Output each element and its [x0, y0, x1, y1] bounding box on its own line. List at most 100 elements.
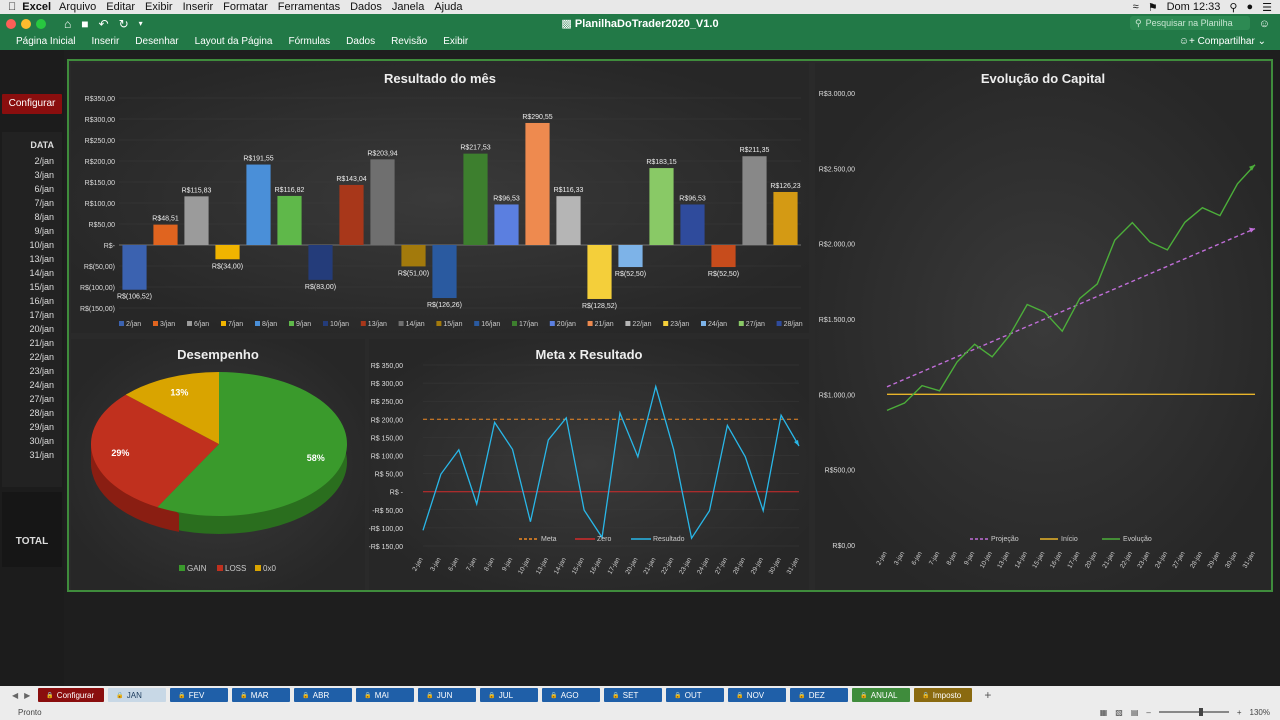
tab-desenhar[interactable]: Desenhar: [135, 36, 179, 47]
page-break-view-icon[interactable]: ▤: [1130, 707, 1139, 717]
zoom-level[interactable]: 130%: [1249, 707, 1270, 717]
share-button[interactable]: ☺+ Compartilhar ⌄: [1179, 36, 1266, 47]
customize-toolbar-icon[interactable]: ▾: [138, 19, 143, 28]
date-cell[interactable]: 24/jan: [29, 380, 54, 390]
evolution-chart[interactable]: Evolução do Capital R$3.000,00 R$2.500,00…: [815, 63, 1271, 590]
save-icon[interactable]: ■: [81, 16, 89, 31]
search-input[interactable]: ⚲ Pesquisar na Planilha: [1130, 16, 1250, 30]
zoom-thumb[interactable]: [1198, 708, 1203, 716]
scroll-left-icon[interactable]: ◀: [12, 690, 19, 700]
tab-dados[interactable]: Dados: [346, 36, 376, 47]
tab-exibir[interactable]: Exibir: [443, 36, 469, 47]
monthly-result-chart[interactable]: Resultado do mês R$350,00 R$300,00 R$250,0…: [71, 63, 809, 333]
date-cell[interactable]: 20/jan: [29, 324, 54, 334]
date-cell[interactable]: 16/jan: [29, 296, 54, 306]
menu-formatar[interactable]: Formatar: [214, 1, 268, 13]
siri-icon[interactable]: ●: [1246, 1, 1254, 13]
menu-editar[interactable]: Editar: [98, 1, 135, 13]
configurar-button[interactable]: Configurar: [2, 94, 62, 114]
menu-exibir[interactable]: Exibir: [136, 1, 173, 13]
sheet-tab-jun[interactable]: 🔒 JUN: [418, 688, 477, 702]
scroll-right-icon[interactable]: ▶: [24, 690, 31, 700]
sheet-tab-set[interactable]: 🔒 SET: [604, 688, 663, 702]
tab-inserir[interactable]: Inserir: [91, 36, 120, 47]
x-tick-label: 20-jan: [1084, 550, 1099, 569]
date-cell[interactable]: 29/jan: [29, 422, 54, 432]
legend-label: 7/jan: [228, 321, 243, 328]
date-cell[interactable]: 23/jan: [29, 366, 54, 376]
sheet-tab-configurar[interactable]: 🔒 Configurar: [38, 688, 105, 702]
bar: [680, 204, 705, 245]
tab-revisao[interactable]: Revisão: [391, 36, 428, 47]
legend-label: 24/jan: [708, 321, 727, 328]
sheet-tab-imposto[interactable]: 🔒 Imposto: [914, 688, 973, 702]
zoom-slider[interactable]: [1158, 708, 1229, 716]
notification-center-icon[interactable]: ☰: [1262, 1, 1272, 14]
sheet-tab-anual[interactable]: 🔒 ANUAL: [852, 688, 911, 702]
menu-ajuda[interactable]: Ajuda: [426, 1, 462, 13]
wifi-icon[interactable]: ≈: [1132, 1, 1139, 13]
sheet-tab-nov[interactable]: 🔒 NOV: [728, 688, 787, 702]
zoom-window-button[interactable]: [36, 18, 46, 29]
tab-pagina-inicial[interactable]: Página Inicial: [16, 36, 76, 47]
flag-icon[interactable]: ⚑: [1147, 1, 1158, 14]
zoom-in-button[interactable]: +: [1236, 707, 1242, 717]
menu-janela[interactable]: Janela: [383, 1, 424, 13]
data-label: R$(52,50): [615, 271, 646, 278]
close-window-button[interactable]: [6, 18, 16, 29]
sheet-tab-mar[interactable]: 🔒 MAR: [232, 688, 291, 702]
y-tick-label: R$500,00: [825, 468, 855, 475]
menu-arquivo[interactable]: Arquivo: [50, 1, 96, 13]
sheet-tab-jan[interactable]: 🔒 JAN: [108, 688, 167, 702]
date-cell[interactable]: 10/jan: [29, 240, 54, 250]
menu-dados[interactable]: Dados: [341, 1, 382, 13]
sheet-tab-dez[interactable]: 🔒 DEZ: [790, 688, 849, 702]
performance-pie-chart[interactable]: Desempenho 58% 29% 13% GAIN LOSS 0x0: [71, 339, 365, 590]
date-cell[interactable]: 21/jan: [29, 338, 54, 348]
date-cell[interactable]: 13/jan: [29, 254, 54, 264]
add-sheet-button[interactable]: +: [984, 688, 992, 702]
sheet-tab-jul[interactable]: 🔒 JUL: [480, 688, 539, 702]
date-cell[interactable]: 14/jan: [29, 268, 54, 278]
date-cell[interactable]: 31/jan: [29, 450, 54, 460]
normal-view-icon[interactable]: ▦: [1099, 707, 1108, 717]
tab-layout-da-pagina[interactable]: Layout da Página: [194, 36, 273, 47]
document-title: PlanilhaDoTrader2020_V1.0: [574, 18, 719, 30]
date-cell[interactable]: 17/jan: [29, 310, 54, 320]
menu-inserir[interactable]: Inserir: [174, 1, 214, 13]
date-cell[interactable]: 27/jan: [29, 394, 54, 404]
y-tick-label: R$ -: [390, 490, 404, 497]
date-cell[interactable]: 30/jan: [29, 436, 54, 446]
account-icon[interactable]: ☺: [1258, 17, 1270, 30]
minimize-window-button[interactable]: [21, 18, 31, 29]
sheet-tab-ago[interactable]: 🔒 AGO: [542, 688, 601, 702]
lock-icon: 🔒: [364, 692, 372, 699]
date-cell[interactable]: 7/jan: [34, 198, 54, 208]
date-cell[interactable]: 9/jan: [34, 226, 54, 236]
date-cell[interactable]: 3/jan: [34, 170, 54, 180]
undo-icon[interactable]: ↶: [98, 16, 109, 31]
sheet-tab-abr[interactable]: 🔒 ABR: [294, 688, 353, 702]
menu-ferramentas[interactable]: Ferramentas: [269, 1, 340, 13]
date-cell[interactable]: 15/jan: [29, 282, 54, 292]
app-menu[interactable]: Excel: [14, 1, 51, 13]
date-cell[interactable]: 6/jan: [34, 184, 54, 194]
page-layout-view-icon[interactable]: ▧: [1115, 707, 1123, 717]
sheet-tab-mai[interactable]: 🔒 MAI: [356, 688, 415, 702]
date-cell[interactable]: 8/jan: [34, 212, 54, 222]
apple-icon[interactable]: : [8, 1, 16, 13]
sheet-tab-label: FEV: [188, 690, 205, 700]
date-cell[interactable]: 22/jan: [29, 352, 54, 362]
tab-formulas[interactable]: Fórmulas: [288, 36, 331, 47]
redo-icon[interactable]: ↻: [118, 16, 129, 31]
date-cell[interactable]: 28/jan: [29, 408, 54, 418]
clock[interactable]: Dom 12:33: [1166, 1, 1221, 13]
zoom-out-button[interactable]: –: [1146, 707, 1151, 717]
meta-vs-result-chart[interactable]: Meta x Resultado R$ 350,00 R$ 300,00 R$ 25…: [369, 339, 809, 590]
sheet-tab-out[interactable]: 🔒 OUT: [666, 688, 725, 702]
home-icon[interactable]: ⌂: [64, 16, 72, 31]
pie-label: 29%: [111, 448, 129, 458]
spotlight-icon[interactable]: ⚲: [1229, 1, 1238, 14]
date-cell[interactable]: 2/jan: [34, 156, 54, 166]
sheet-tab-fev[interactable]: 🔒 FEV: [170, 688, 229, 702]
